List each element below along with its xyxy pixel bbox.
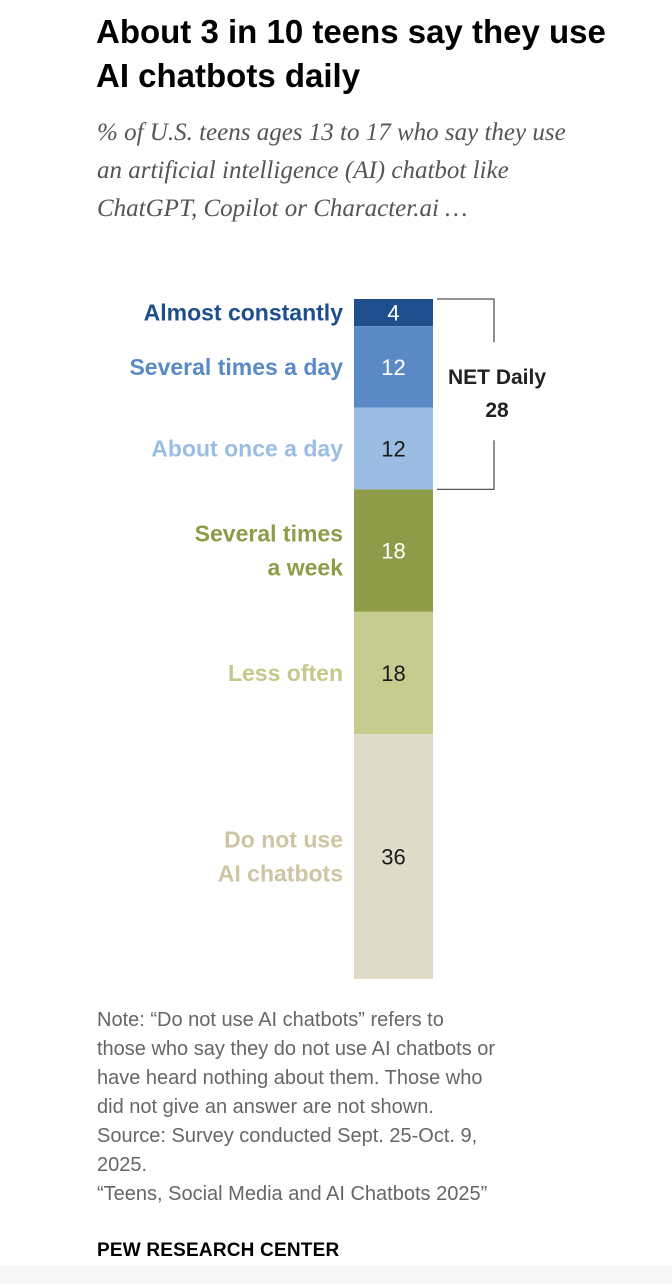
net-daily-value: 28 — [485, 399, 509, 422]
chart-subtitle: % of U.S. teens ages 13 to 17 who say th… — [97, 119, 566, 222]
bar-label-almost-constantly: Almost constantly — [144, 300, 344, 326]
note-block: Note: “Do not use AI chatbots” refers to… — [97, 1006, 577, 1209]
net-daily-label: NET Daily — [448, 366, 546, 389]
bar-segment-several-times-a-week — [354, 489, 433, 612]
segment-labels: Almost constantly Several times a day Abou… — [129, 300, 343, 887]
stacked-bar-chart: Almost constantly Several times a day Abou… — [129, 298, 546, 979]
bar-segment-several-times-a-day — [354, 326, 433, 408]
net-daily-bracket — [437, 298, 495, 491]
bar-label-several-times-a-week: Several times — [195, 521, 343, 547]
bar-label-less-often: Less often — [228, 660, 343, 686]
page-bottom-strip — [0, 1266, 672, 1284]
bar-value-several-times-a-week: 18 — [381, 539, 405, 564]
bar-label-about-once-a-day: About once a day — [151, 436, 343, 462]
pew-research-center-logo: PEW RESEARCH CENTER — [97, 1240, 340, 1261]
bar-segment-almost-constantly — [354, 299, 433, 327]
chart-title: About 3 in 10 teens say they use AI chat… — [96, 13, 606, 94]
bar-label-do-not-use: AI chatbots — [218, 861, 343, 887]
bar-segment-do-not-use — [354, 734, 433, 979]
bar-value-several-times-a-day: 12 — [381, 355, 405, 380]
note-line: those who say they do not use AI chatbot… — [97, 1038, 496, 1060]
bar-label-several-times-a-week: a week — [268, 555, 344, 581]
report-title: “Teens, Social Media and AI Chatbots 202… — [97, 1183, 488, 1205]
segment-values: 4 12 12 18 18 36 — [381, 301, 405, 870]
bar-label-do-not-use: Do not use — [224, 827, 343, 853]
bar-value-almost-constantly: 4 — [387, 301, 399, 326]
note-line: have heard nothing about them. Those who — [97, 1067, 483, 1089]
source-line: Source: Survey conducted Sept. 25-Oct. 9… — [97, 1125, 478, 1147]
bar-segment-less-often — [354, 611, 433, 735]
bar-value-do-not-use: 36 — [381, 845, 405, 870]
source-line: 2025. — [97, 1154, 148, 1176]
bar-segment-about-once-a-day — [354, 407, 433, 490]
note-line: did not give an answer are not shown. — [97, 1096, 434, 1118]
note-line: Note: “Do not use AI chatbots” refers to — [97, 1009, 444, 1031]
bar-value-less-often: 18 — [381, 661, 405, 686]
net-daily-bracket-group: NET Daily 28 — [437, 298, 546, 491]
bar-value-about-once-a-day: 12 — [381, 437, 405, 462]
bar-segments — [354, 299, 433, 979]
bar-label-several-times-a-day: Several times a day — [129, 354, 343, 380]
